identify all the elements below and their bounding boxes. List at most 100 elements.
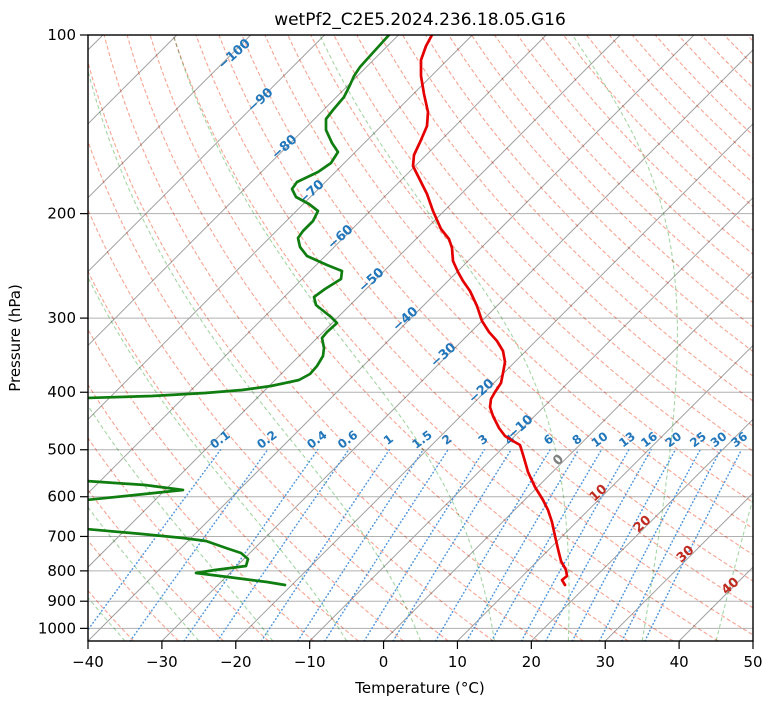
isotherm-line bbox=[161, 49, 753, 641]
dry-adiabat-line bbox=[654, 35, 753, 136]
x-tick-label: 20 bbox=[522, 653, 541, 671]
dry-adiabat-line bbox=[88, 60, 539, 641]
x-tick-label: 30 bbox=[596, 653, 615, 671]
mixing-ratio-label: 25 bbox=[687, 429, 709, 450]
mixing-ratio-line bbox=[490, 448, 603, 641]
moist-adiabat-line bbox=[172, 35, 495, 641]
mixing-ratio-label: 0.6 bbox=[335, 428, 360, 452]
dry-adiabats-layer bbox=[88, 35, 775, 641]
dry-adiabat-line bbox=[88, 270, 404, 641]
x-tick-label: 0 bbox=[379, 653, 389, 671]
mixing-ratio-label: 3 bbox=[476, 432, 491, 448]
isotherm-label: 40 bbox=[719, 575, 742, 598]
mixing-ratio-label: 36 bbox=[728, 429, 750, 450]
isotherm-line bbox=[309, 196, 753, 641]
mixing-ratio-line bbox=[621, 448, 722, 641]
isotherm-line bbox=[88, 35, 473, 421]
moist-adiabats-layer bbox=[88, 35, 753, 641]
isotherm-line bbox=[88, 35, 399, 347]
x-tick-label: 10 bbox=[448, 653, 467, 671]
dry-adiabat-line bbox=[333, 35, 753, 478]
mixing-ratio-line bbox=[465, 448, 580, 641]
mixing-ratio-label: 0.2 bbox=[254, 428, 279, 452]
dry-adiabat-line bbox=[88, 328, 359, 641]
dry-adiabat-line bbox=[723, 35, 753, 66]
mixing-ratio-label: 16 bbox=[638, 429, 660, 450]
y-tick-label: 600 bbox=[47, 488, 76, 506]
dry-adiabat-line bbox=[126, 35, 629, 641]
mixing-ratio-label: 2 bbox=[439, 432, 454, 448]
mixing-ratio-line bbox=[434, 448, 551, 641]
isotherm-line bbox=[530, 418, 753, 641]
dry-adiabat-line bbox=[494, 35, 753, 304]
x-tick-label: −40 bbox=[72, 653, 104, 671]
y-axis-label: Pressure (hPa) bbox=[6, 284, 24, 392]
mixing-ratio-line bbox=[129, 448, 269, 641]
x-tick-label: 50 bbox=[743, 653, 762, 671]
dry-adiabat-line bbox=[310, 35, 753, 504]
dry-adiabat-line bbox=[770, 35, 775, 641]
dry-adiabat-line bbox=[88, 488, 224, 641]
mixing-ratio-label: 8 bbox=[569, 432, 584, 448]
x-axis-label: Temperature (°C) bbox=[354, 679, 484, 697]
isotherm-label: −80 bbox=[269, 132, 301, 163]
mixing-ratio-line bbox=[297, 448, 424, 641]
mixing-ratio-line bbox=[392, 448, 512, 641]
sounding-curves-layer bbox=[88, 35, 569, 587]
y-tick-label: 200 bbox=[47, 205, 76, 223]
dry-adiabat-line bbox=[356, 35, 753, 452]
dry-adiabat-line bbox=[88, 539, 179, 641]
dry-adiabat-line bbox=[379, 35, 753, 427]
y-tick-label: 100 bbox=[47, 26, 76, 44]
isotherm-label: −90 bbox=[245, 85, 277, 116]
isotherm-label: 20 bbox=[631, 513, 654, 536]
mixing-ratio-label: 30 bbox=[708, 429, 730, 450]
mixing-ratio-line bbox=[260, 448, 391, 641]
mixing-ratio-line bbox=[88, 448, 222, 631]
x-tick-label: 40 bbox=[670, 653, 689, 671]
dewpoint-curve bbox=[88, 527, 287, 587]
mixing-ratio-line bbox=[363, 448, 486, 641]
dry-adiabat-line bbox=[195, 35, 753, 636]
isotherm-line bbox=[88, 35, 325, 273]
y-tick-label: 300 bbox=[47, 309, 76, 327]
dry-adiabat-line bbox=[448, 35, 753, 353]
dewpoint-curve bbox=[88, 479, 185, 502]
moist-adiabat-line bbox=[88, 506, 200, 641]
mixing-ratio-label: 0.4 bbox=[304, 428, 329, 452]
dry-adiabat-line bbox=[103, 35, 584, 641]
dry-adiabat-line bbox=[88, 437, 269, 641]
mixing-ratio-line bbox=[324, 448, 449, 641]
dry-adiabat-line bbox=[264, 35, 753, 556]
mixing-ratio-line bbox=[598, 448, 701, 641]
background-grid-layer bbox=[88, 35, 775, 641]
x-tick-label: −20 bbox=[220, 653, 252, 671]
x-tick-label: −30 bbox=[146, 653, 178, 671]
isotherm-line bbox=[604, 492, 753, 641]
temperature-curve bbox=[411, 35, 569, 587]
isotherm-label: −30 bbox=[428, 340, 460, 371]
dry-adiabat-line bbox=[241, 35, 753, 582]
isotherm-line bbox=[88, 35, 252, 199]
isotherm-label: −50 bbox=[356, 265, 388, 296]
moist-adiabat-line bbox=[715, 496, 753, 641]
y-tick-label: 900 bbox=[47, 592, 76, 610]
y-tick-label: 500 bbox=[47, 441, 76, 459]
isotherm-label: −40 bbox=[390, 304, 422, 335]
dry-adiabat-line bbox=[700, 35, 753, 89]
isotherm-label: 30 bbox=[674, 543, 697, 566]
dry-adiabat-line bbox=[88, 208, 449, 641]
isotherm-label: −20 bbox=[466, 376, 498, 407]
mixing-ratio-label: 6 bbox=[541, 432, 556, 448]
y-tick-label: 700 bbox=[47, 527, 76, 545]
x-tick-label: −10 bbox=[294, 653, 326, 671]
y-tick-label: 400 bbox=[47, 383, 76, 401]
dry-adiabat-line bbox=[517, 35, 753, 280]
mixing-ratio-line bbox=[644, 448, 743, 641]
dry-adiabat-line bbox=[402, 35, 753, 402]
mixing-ratio-line bbox=[216, 448, 350, 641]
dry-adiabat-line bbox=[539, 35, 753, 255]
